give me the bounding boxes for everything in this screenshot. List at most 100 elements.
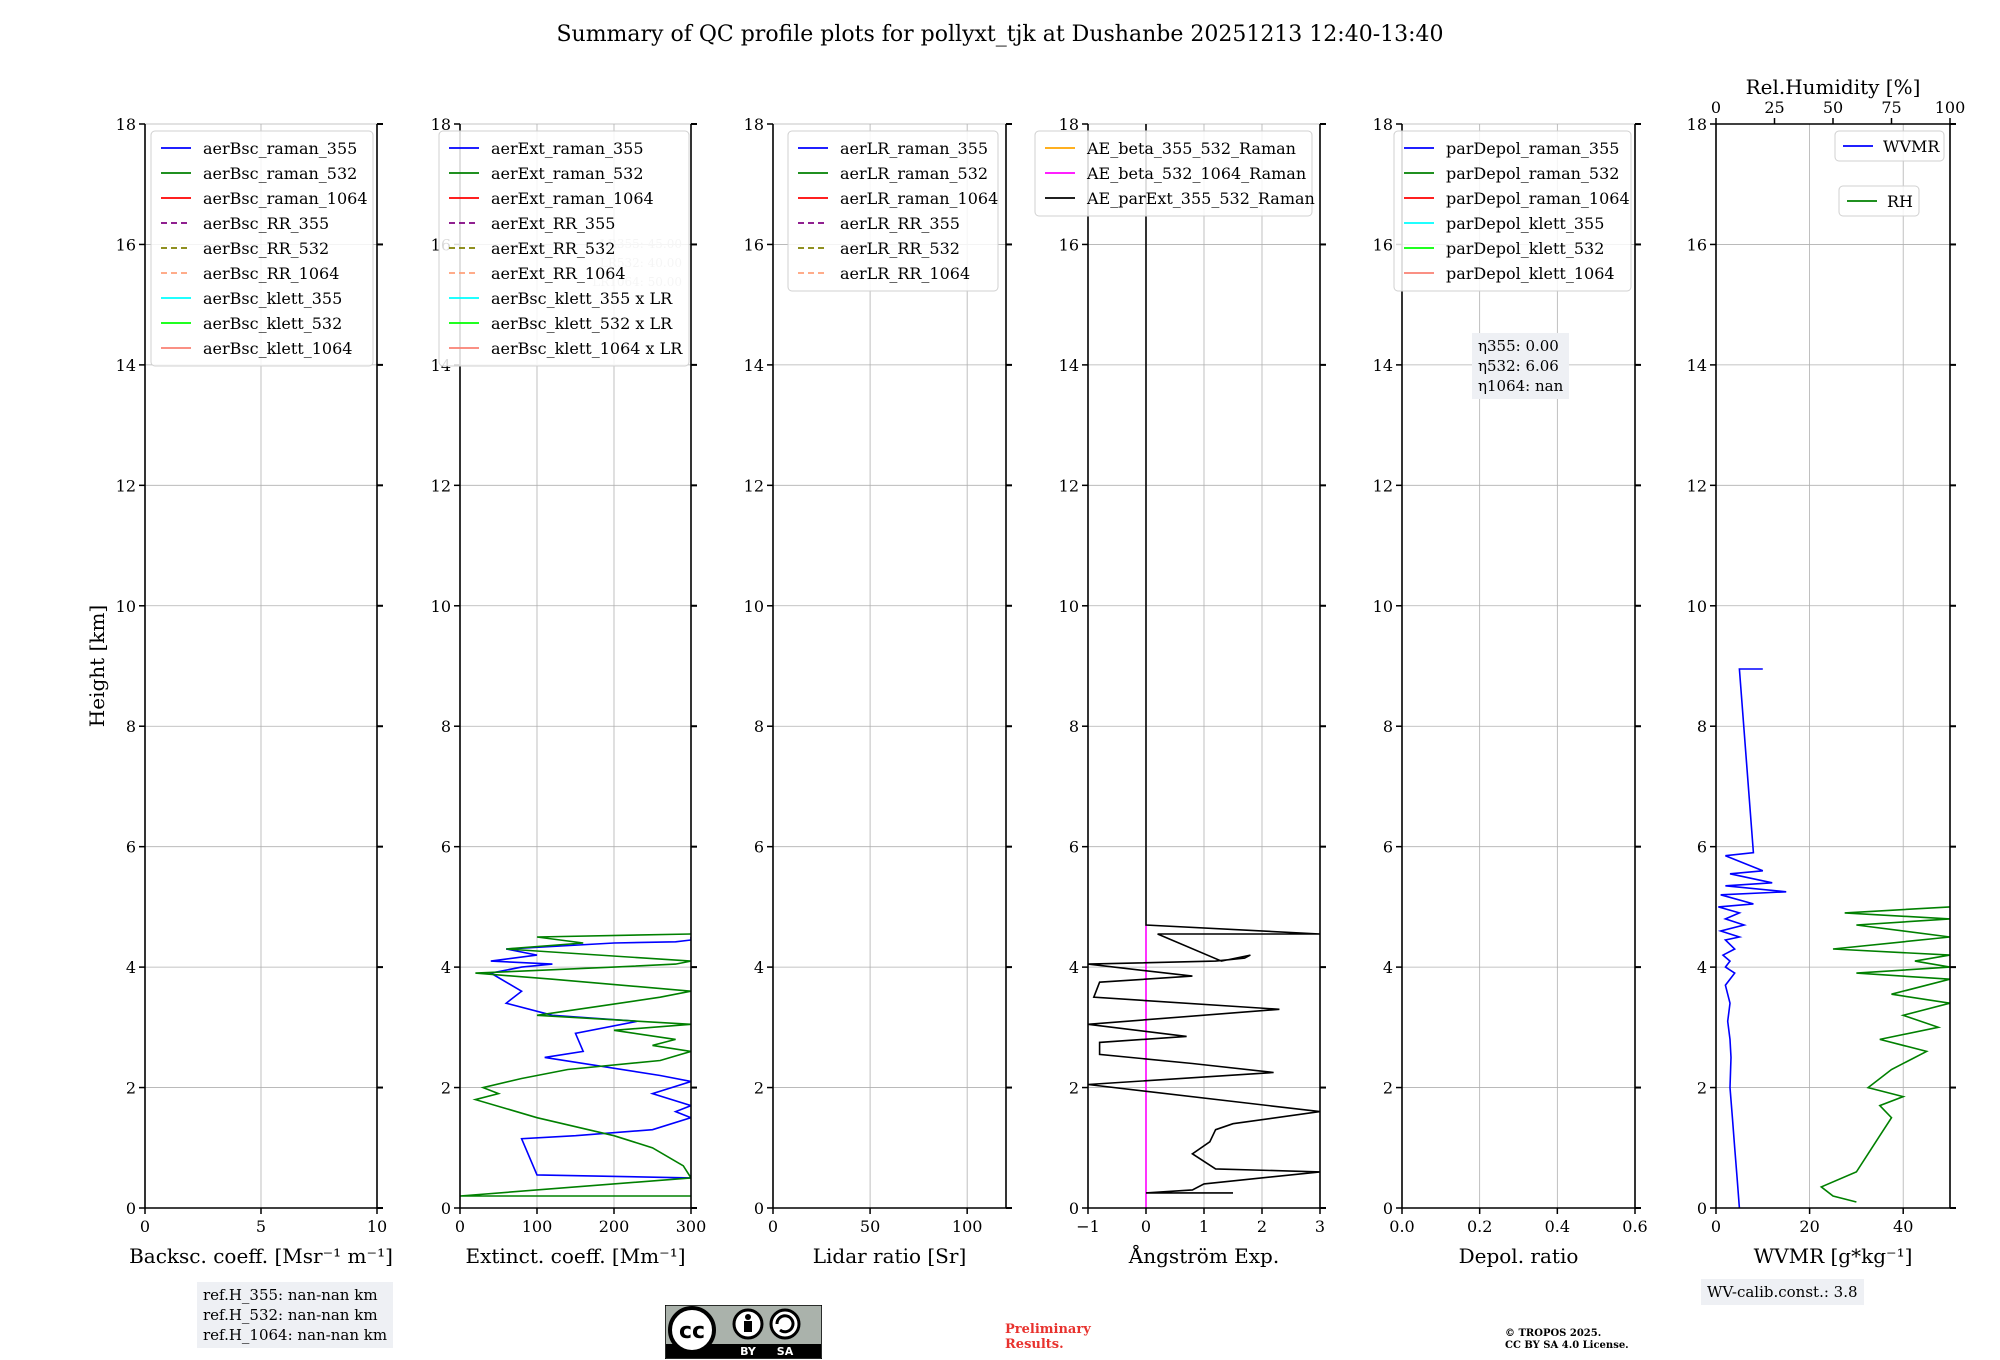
y-tick-label: 2 xyxy=(1069,1079,1079,1098)
x-axis-label: Depol. ratio xyxy=(1459,1244,1579,1268)
legend-label: parDepol_klett_1064 xyxy=(1446,264,1615,283)
y-tick-label: 18 xyxy=(1687,115,1707,134)
y-tick-label: 18 xyxy=(744,115,764,134)
eta-355: η355: 0.00 xyxy=(1478,337,1559,355)
x-axis-label: Lidar ratio [Sr] xyxy=(813,1244,967,1268)
y-tick-label: 2 xyxy=(126,1079,136,1098)
x-tick-label: 0 xyxy=(140,1217,150,1236)
eta-box: η355: 0.00 η532: 6.06 η1064: nan xyxy=(1472,333,1570,399)
legend-label: aerBsc_klett_532 xyxy=(203,314,342,333)
y-tick-label: 6 xyxy=(1383,838,1393,857)
cc-by-sa-license-icon: cc BY SA xyxy=(665,1305,822,1359)
copyright-line-1: © TROPOS 2025. xyxy=(1505,1328,1602,1339)
legend-label: aerLR_raman_355 xyxy=(840,139,988,158)
y-tick-label: 8 xyxy=(1069,717,1079,736)
y-tick-label: 8 xyxy=(441,717,451,736)
y-tick-label: 12 xyxy=(1373,476,1393,495)
x2-tick-label: 100 xyxy=(1935,98,1966,117)
panel-ext: 0246810121416180100200300Extinct. coeff.… xyxy=(431,115,707,1268)
series-line-WVMR xyxy=(1717,668,1787,1208)
preliminary-line-2: Results. xyxy=(1005,1337,1064,1352)
legend: parDepol_raman_355 parDepol_raman_532 parD… xyxy=(1393,130,1632,292)
legend-label: aerExt_RR_532 xyxy=(491,239,615,258)
legend-label: aerExt_RR_355 xyxy=(491,214,615,233)
y-tick-label: 10 xyxy=(1687,597,1707,616)
legend: aerBsc_raman_355 aerBsc_raman_532 aerBsc_r… xyxy=(150,130,374,367)
legend-frame xyxy=(1834,130,1945,162)
x-tick-label: 10 xyxy=(367,1217,387,1236)
y-tick-label: 8 xyxy=(754,717,764,736)
y-tick-label: 14 xyxy=(1059,356,1079,375)
x-tick-label: 5 xyxy=(256,1217,266,1236)
legend-label: aerBsc_RR_1064 xyxy=(203,264,339,283)
legend-label: aerExt_RR_1064 xyxy=(491,264,626,283)
y-tick-label: 10 xyxy=(431,597,451,616)
y-tick-label: 14 xyxy=(1373,356,1393,375)
y-tick-label: 10 xyxy=(1059,597,1079,616)
x-tick-label: 0.2 xyxy=(1467,1217,1492,1236)
legend-label: AE_beta_532_1064_Raman xyxy=(1086,164,1306,183)
y-tick-label: 6 xyxy=(126,838,136,857)
legend-label: aerExt_raman_355 xyxy=(491,139,644,158)
y-tick-label: 0 xyxy=(126,1199,136,1218)
x-tick-label: 20 xyxy=(1799,1217,1819,1236)
y-tick-label: 2 xyxy=(754,1079,764,1098)
legend-label: aerBsc_raman_355 xyxy=(203,139,357,158)
y-tick-label: 16 xyxy=(116,235,136,254)
license-cc-text: cc xyxy=(679,1319,705,1344)
y-tick-label: 0 xyxy=(441,1199,451,1218)
x2-tick-label: 75 xyxy=(1881,98,1901,117)
y-tick-label: 2 xyxy=(1697,1079,1707,1098)
x-tick-label: 0 xyxy=(1141,1217,1151,1236)
preliminary-line-1: Preliminary xyxy=(1005,1322,1091,1337)
y-tick-label: 16 xyxy=(744,235,764,254)
legend-label: parDepol_raman_355 xyxy=(1446,139,1619,158)
y-tick-label: 6 xyxy=(754,838,764,857)
y-tick-label: 12 xyxy=(1059,476,1079,495)
y-tick-label: 2 xyxy=(441,1079,451,1098)
y-tick-label: 10 xyxy=(744,597,764,616)
series-line-aerExt_raman_355 xyxy=(488,937,691,1179)
y-tick-label: 10 xyxy=(116,597,136,616)
y-tick-label: 12 xyxy=(116,476,136,495)
legend-label: parDepol_raman_532 xyxy=(1446,164,1619,183)
eta-1064: η1064: nan xyxy=(1478,377,1564,395)
legend-frame xyxy=(787,130,999,292)
legend-label: AE_beta_355_532_Raman xyxy=(1086,139,1296,158)
x-axis-label: WVMR [g*kg⁻¹] xyxy=(1754,1244,1913,1268)
ref-height-355: ref.H_355: nan-nan km xyxy=(203,1286,378,1304)
x-tick-label: 40 xyxy=(1893,1217,1913,1236)
license-sa-text: SA xyxy=(777,1345,794,1358)
y-tick-label: 16 xyxy=(1687,235,1707,254)
legend-label: AE_parExt_355_532_Raman xyxy=(1086,189,1315,208)
legend: AE_beta_355_532_Raman AE_beta_532_1064_Ra… xyxy=(1034,130,1315,217)
y-tick-label: 8 xyxy=(1383,717,1393,736)
legend-label: aerLR_RR_355 xyxy=(840,214,960,233)
x2-tick-label: 50 xyxy=(1823,98,1843,117)
eta-532: η532: 6.06 xyxy=(1478,357,1559,375)
y-tick-label: 0 xyxy=(1069,1199,1079,1218)
legend: aerLR_raman_355 aerLR_raman_532 aerLR_rama… xyxy=(787,130,999,292)
y-tick-label: 14 xyxy=(1687,356,1707,375)
legend-rh: RH xyxy=(1838,185,1920,217)
y-axis-label: Height [km] xyxy=(85,605,109,727)
legend-label: parDepol_raman_1064 xyxy=(1446,189,1630,208)
x-tick-label: 2 xyxy=(1257,1217,1267,1236)
y-tick-label: 8 xyxy=(126,717,136,736)
y-tick-label: 14 xyxy=(744,356,764,375)
panel-lr: 0 2 4 6 8 10 12 14 16 18 0 50 100 Lidar ratio [Sr] aer… xyxy=(744,115,1012,1268)
x-tick-label: 0.6 xyxy=(1622,1217,1647,1236)
y-tick-label: 0 xyxy=(1697,1199,1707,1218)
x-tick-label: 50 xyxy=(860,1217,880,1236)
y-tick-label: 10 xyxy=(1373,597,1393,616)
wv-calibration-box: WV-calib.const.: 3.8 xyxy=(1701,1279,1864,1305)
legend-label: aerLR_RR_532 xyxy=(840,239,960,258)
y-tick-label: 18 xyxy=(1059,115,1079,134)
x-tick-label: 200 xyxy=(599,1217,630,1236)
panel-depol: 0 2 4 6 8 10 12 14 16 18 0.0 0.2 0.4 0.6 Depol. ratio p… xyxy=(1373,115,1648,1268)
legend-label: aerBsc_raman_532 xyxy=(203,164,357,183)
legend-label: parDepol_klett_355 xyxy=(1446,214,1604,233)
legend-label: aerLR_RR_1064 xyxy=(840,264,970,283)
